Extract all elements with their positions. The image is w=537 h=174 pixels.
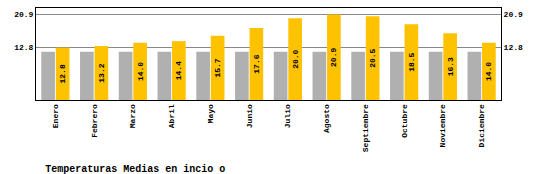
svg-text:15.7: 15.7 <box>213 58 222 77</box>
svg-text:Noviembre: Noviembre <box>438 104 447 147</box>
svg-text:Mayo: Mayo <box>206 104 215 123</box>
svg-text:16.3: 16.3 <box>446 57 455 76</box>
svg-text:20.9: 20.9 <box>14 10 33 19</box>
svg-text:13.2: 13.2 <box>97 63 106 82</box>
svg-text:Junio: Junio <box>245 104 254 128</box>
svg-text:18.5: 18.5 <box>407 52 416 71</box>
svg-text:Abril: Abril <box>167 104 176 128</box>
svg-text:12.8: 12.8 <box>58 64 67 83</box>
svg-text:12.8: 12.8 <box>504 43 523 52</box>
svg-text:20.9: 20.9 <box>329 48 338 67</box>
svg-text:14.0: 14.0 <box>136 62 145 81</box>
svg-text:Diciembre: Diciembre <box>477 104 486 147</box>
svg-text:Enero: Enero <box>51 104 60 128</box>
svg-text:17.6: 17.6 <box>252 54 261 73</box>
svg-text:Temperaturas Medias en incio o: Temperaturas Medias en incio o <box>45 164 225 174</box>
svg-text:20.5: 20.5 <box>368 48 377 67</box>
svg-text:Febrero: Febrero <box>90 104 99 138</box>
svg-text:Octubre: Octubre <box>400 104 409 138</box>
svg-text:Julio: Julio <box>283 104 292 128</box>
svg-text:Septiembre: Septiembre <box>361 104 370 152</box>
svg-text:20.0: 20.0 <box>291 49 300 68</box>
svg-text:14.0: 14.0 <box>484 62 493 81</box>
svg-text:Marzo: Marzo <box>128 104 137 128</box>
svg-text:Agosto: Agosto <box>322 104 331 133</box>
svg-text:12.8: 12.8 <box>14 43 33 52</box>
svg-text:20.9: 20.9 <box>504 10 523 19</box>
svg-text:14.4: 14.4 <box>174 61 183 80</box>
